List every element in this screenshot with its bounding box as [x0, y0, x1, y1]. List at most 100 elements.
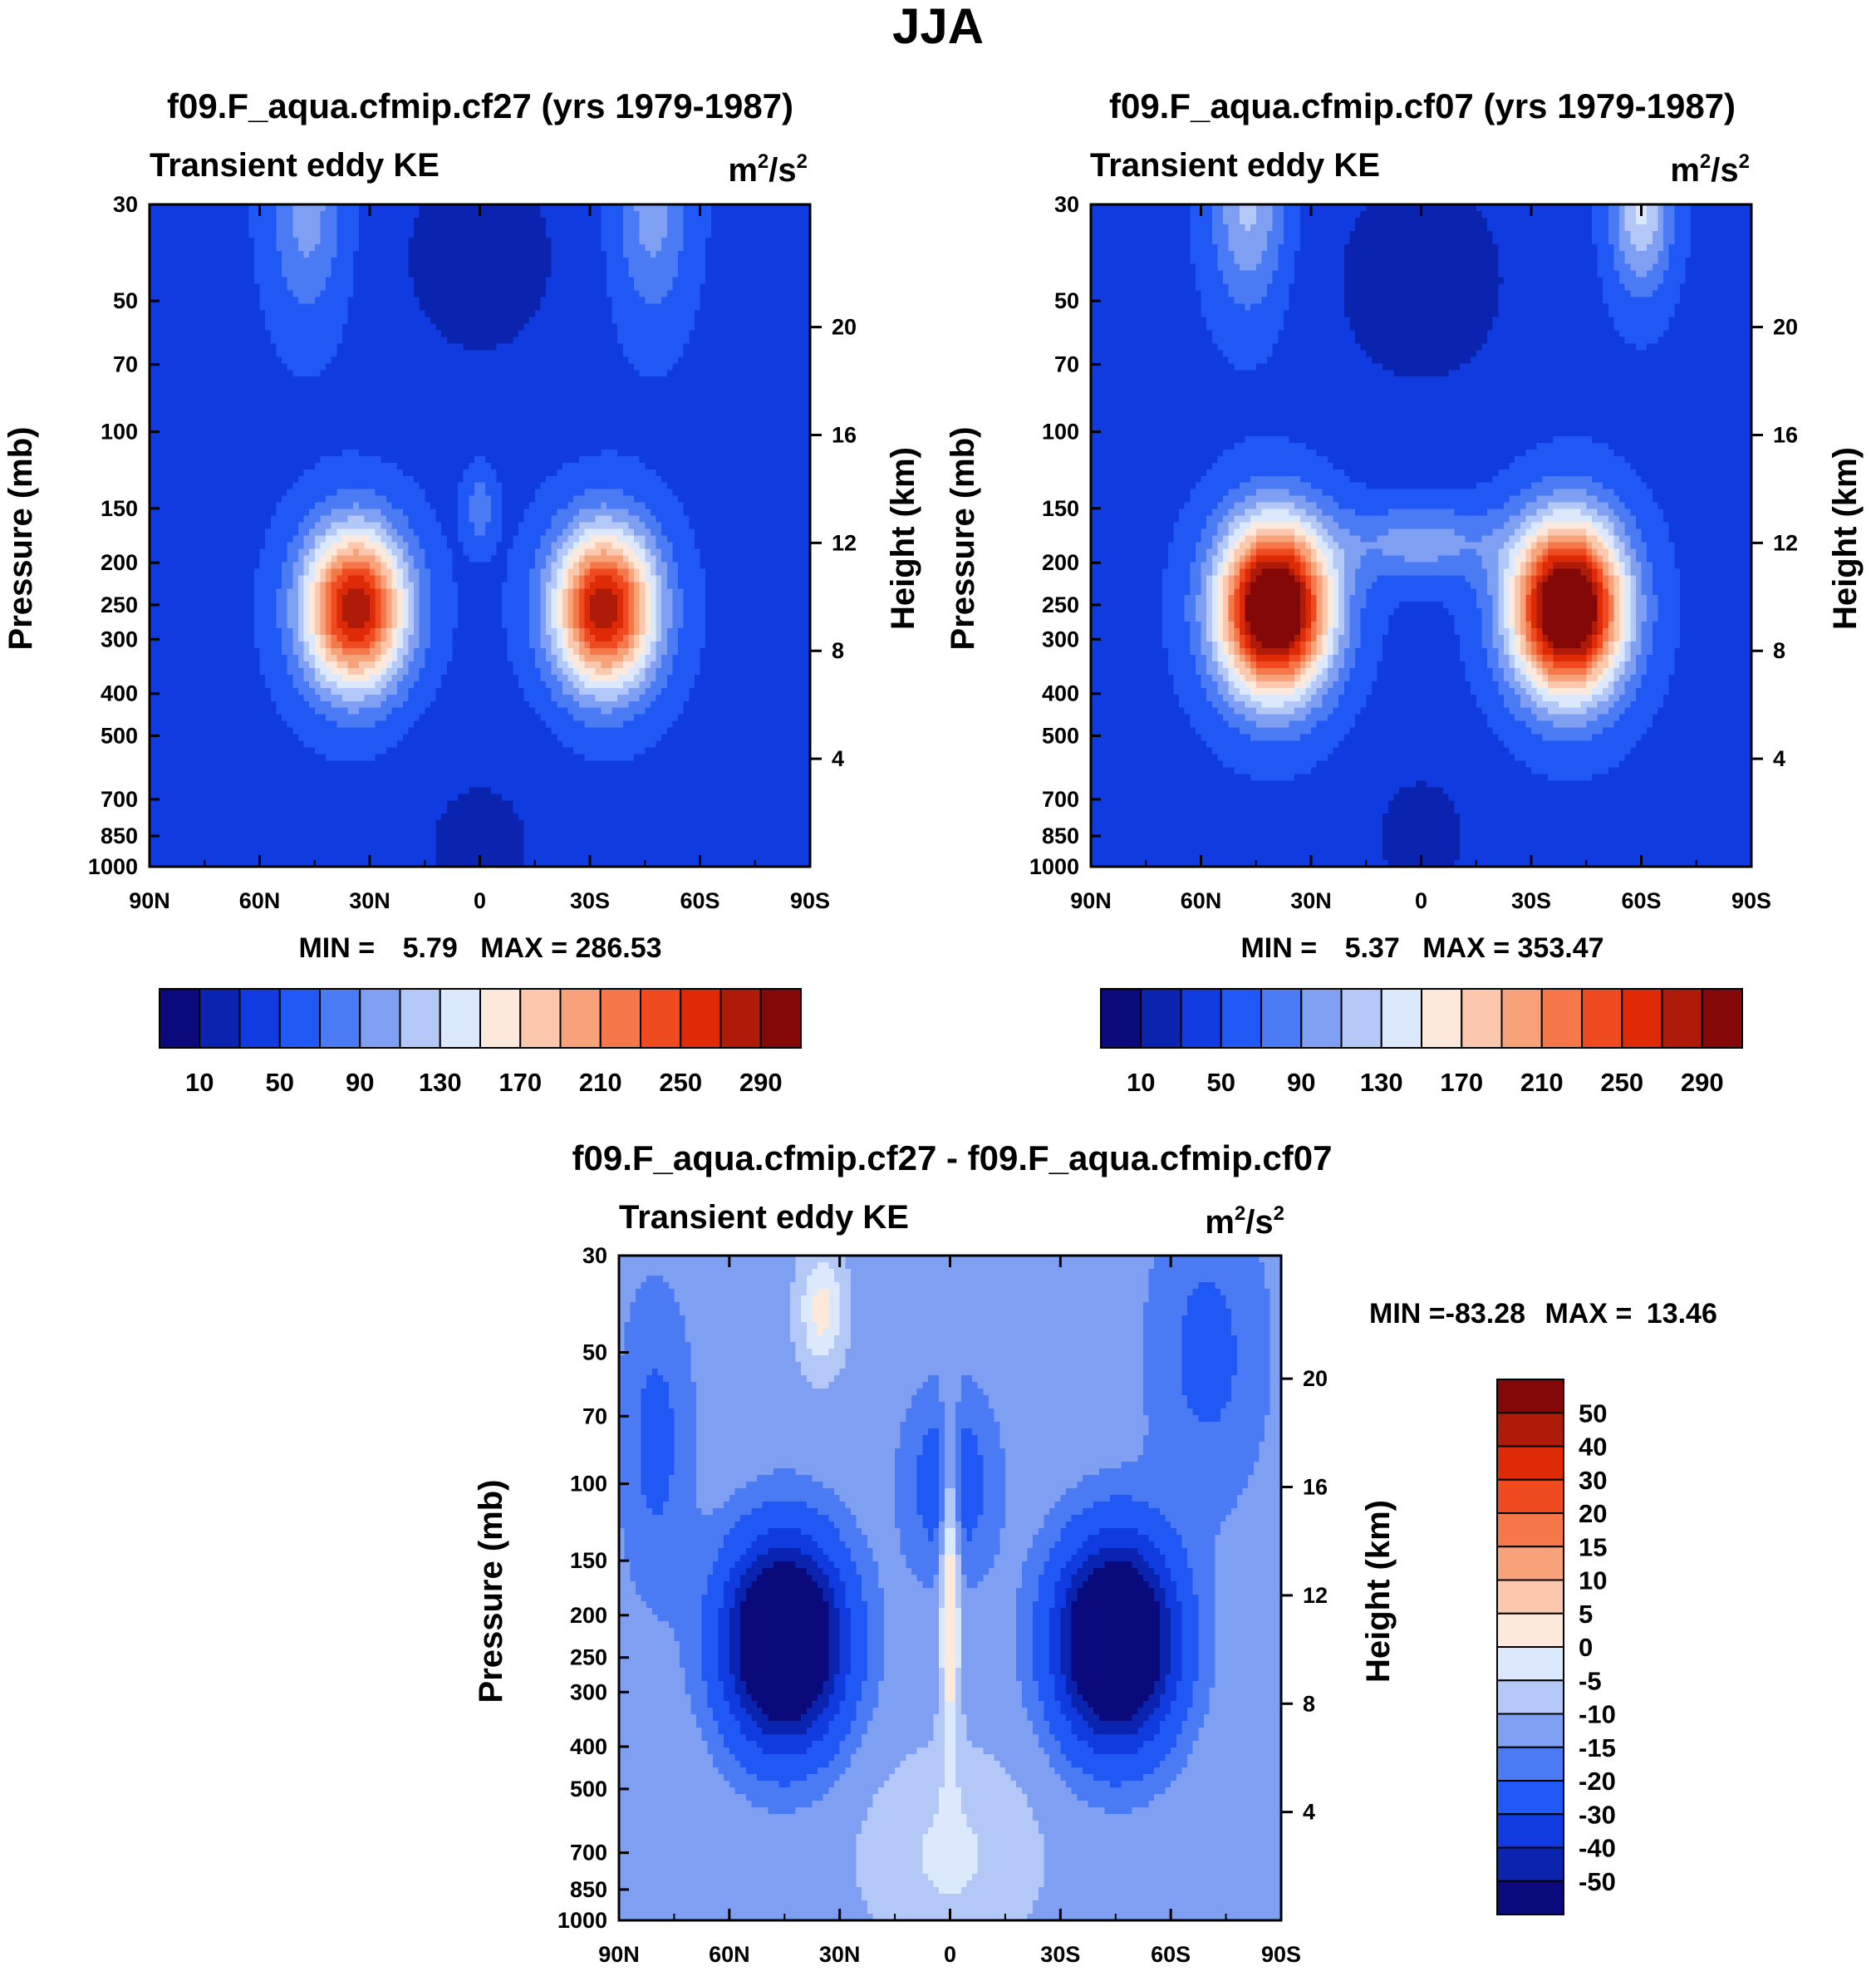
field-cell [358, 270, 365, 278]
field-cell [248, 310, 255, 318]
field-cell [391, 270, 398, 278]
field-cell [490, 337, 497, 344]
field-cell [419, 442, 425, 450]
field-cell [259, 210, 266, 219]
field-cell [513, 449, 519, 457]
field-cell [617, 350, 624, 357]
field-cell [694, 310, 701, 318]
field-cell [710, 343, 717, 351]
field-cell [397, 410, 404, 417]
field-cell [336, 317, 343, 325]
field-cell [502, 204, 508, 212]
field-cell [650, 310, 657, 318]
field-cell [165, 435, 173, 444]
field-cell [188, 462, 194, 470]
field-cell [165, 376, 173, 384]
field-cell [364, 224, 371, 232]
field-cell [402, 323, 409, 332]
field-cell [672, 277, 679, 285]
field-cell [672, 396, 679, 404]
field-cell [287, 204, 293, 212]
field-cell [292, 455, 299, 464]
field-cell [754, 204, 761, 212]
field-cell [760, 243, 767, 252]
field-cell [722, 455, 729, 464]
field-cell [370, 350, 376, 357]
field-cell [215, 283, 222, 292]
field-cell [336, 429, 343, 437]
field-cell [341, 257, 349, 265]
field-cell [562, 455, 569, 464]
field-cell [381, 390, 387, 397]
field-cell [590, 283, 597, 292]
field-cell [347, 230, 354, 238]
field-cell [485, 204, 492, 212]
variable-label: Transient eddy KE [150, 147, 440, 184]
field-cell [672, 370, 679, 377]
field-cell [243, 257, 249, 265]
field-cell [287, 390, 293, 397]
field-cell [209, 455, 217, 464]
field-cell [221, 383, 228, 391]
field-cell [314, 429, 321, 437]
field-cell [199, 469, 205, 477]
field-cell [523, 303, 530, 312]
field-cell [381, 462, 387, 470]
field-cell [287, 263, 293, 272]
field-cell [182, 310, 189, 318]
field-cell [611, 455, 618, 464]
field-cell [496, 442, 503, 450]
field-cell [722, 297, 729, 305]
field-cell [341, 224, 349, 232]
field-cell [611, 330, 618, 337]
field-cell [441, 363, 448, 371]
field-cell [364, 376, 371, 384]
field-cell [331, 243, 337, 252]
field-cell [292, 423, 299, 430]
field-cell [155, 403, 161, 410]
field-cell [562, 410, 569, 417]
field-cell [496, 237, 503, 245]
field-cell [529, 469, 536, 477]
field-cell [479, 423, 486, 430]
field-cell [502, 356, 508, 364]
field-cell [177, 383, 184, 391]
field-cell [375, 455, 381, 464]
field-cell [645, 396, 651, 404]
field-cell [182, 356, 189, 364]
field-cell [573, 257, 580, 265]
field-cell [645, 469, 651, 477]
field-cell [265, 442, 272, 450]
field-cell [232, 277, 238, 285]
field-cell [771, 390, 778, 397]
field-cell [733, 323, 739, 332]
field-cell [766, 410, 773, 417]
field-cell [320, 323, 327, 332]
field-cell [727, 283, 734, 292]
field-cell [557, 263, 563, 272]
field-cell [435, 410, 442, 417]
field-cell [215, 410, 222, 417]
field-cell [282, 469, 288, 477]
field-cell [595, 410, 602, 417]
field-cell [557, 277, 563, 285]
field-cell [209, 370, 217, 377]
field-cell [243, 363, 249, 371]
field-cell [458, 317, 464, 325]
field-cell [551, 396, 557, 404]
field-cell [419, 277, 425, 285]
field-cell [479, 403, 486, 410]
field-cell [381, 263, 387, 272]
field-cell [502, 429, 508, 437]
field-cell [287, 337, 293, 344]
field-cell [656, 423, 662, 430]
field-cell [474, 376, 481, 384]
field-cell [188, 230, 194, 238]
field-cell [391, 390, 398, 397]
field-cell [782, 290, 789, 298]
field-cell [458, 290, 464, 298]
field-cell [303, 429, 310, 437]
field-cell [578, 363, 585, 371]
field-cell [358, 475, 365, 484]
field-cell [375, 283, 381, 292]
